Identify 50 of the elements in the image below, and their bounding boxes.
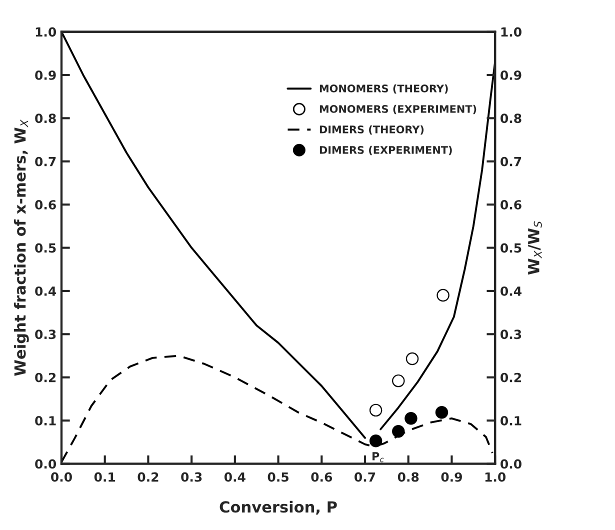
y-tick-label: 0.8 bbox=[35, 114, 56, 124]
y2-tick-label: 0.7 bbox=[500, 156, 522, 166]
y-tick-label: 0.2 bbox=[35, 372, 56, 382]
y-tick-label: 0.7 bbox=[35, 156, 56, 166]
point bbox=[392, 424, 405, 438]
y2-tick-label: 0.5 bbox=[500, 243, 522, 253]
point bbox=[392, 374, 405, 388]
y-tick-label: 0.4 bbox=[35, 286, 56, 296]
y2-tick-label: 0.6 bbox=[500, 200, 522, 210]
y2-tick-label: 0.1 bbox=[500, 416, 522, 426]
x-tick-label: 0.2 bbox=[138, 472, 158, 482]
x-tick-label: 0.5 bbox=[268, 472, 288, 482]
y2-tick-label: 0.0 bbox=[500, 459, 522, 469]
x-tick-label: 1.0 bbox=[485, 472, 506, 482]
legend-label: MONOMERS (EXPERIMENT) bbox=[320, 104, 476, 114]
y2-tick-label: 1.0 bbox=[501, 27, 522, 37]
y2-axis-title: W$_{X}$/W$_{S}$ bbox=[528, 221, 542, 275]
y-tick-label: 1.0 bbox=[36, 27, 56, 37]
x-tick-label: 0.7 bbox=[354, 472, 376, 482]
point bbox=[436, 288, 450, 302]
y2-tick-label: 0.4 bbox=[500, 286, 522, 296]
legend-label: MONOMERS (THEORY) bbox=[320, 84, 448, 94]
y2-tick-label: 0.2 bbox=[500, 372, 521, 382]
point bbox=[435, 406, 448, 419]
y-tick-label: 0.5 bbox=[35, 243, 56, 253]
y-axis-title: Weight fraction of x-mers, W$_{X}$ bbox=[14, 119, 29, 376]
legend-label: DIMERS (THEORY) bbox=[320, 125, 424, 135]
annotation: P$_{c}$ bbox=[372, 452, 384, 462]
x-tick-label: 0.3 bbox=[181, 472, 202, 482]
point bbox=[369, 434, 382, 448]
x-tick-label: 0.1 bbox=[94, 472, 116, 482]
x-tick-label: 0.0 bbox=[51, 472, 72, 482]
line-series bbox=[62, 354, 494, 463]
y2-tick-label: 0.9 bbox=[500, 70, 522, 80]
x-axis-title: Conversion, P bbox=[220, 500, 337, 515]
y2-tick-label: 0.3 bbox=[500, 330, 522, 340]
point bbox=[369, 404, 382, 417]
y-tick-label: 0.1 bbox=[35, 416, 56, 426]
legend-label: DIMERS (EXPERIMENT) bbox=[320, 146, 452, 156]
y-tick-label: 0.3 bbox=[35, 330, 56, 340]
x-tick-label: 0.8 bbox=[398, 472, 419, 482]
y-tick-label: 0.0 bbox=[35, 459, 56, 469]
x-tick-label: 0.6 bbox=[311, 472, 332, 482]
point bbox=[404, 412, 418, 425]
y-tick-label: 0.6 bbox=[35, 200, 56, 210]
x-tick-label: 0.4 bbox=[224, 472, 246, 482]
x-tick-label: 0.9 bbox=[441, 472, 462, 482]
point bbox=[406, 352, 419, 366]
y2-tick-label: 0.8 bbox=[500, 114, 522, 124]
y-tick-label: 0.9 bbox=[35, 70, 56, 80]
